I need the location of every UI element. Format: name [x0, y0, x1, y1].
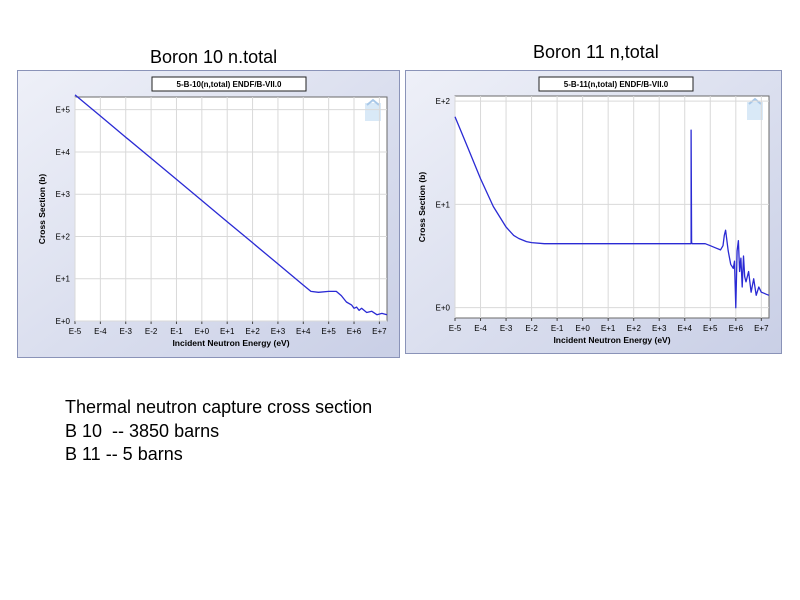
- x-tick-label: E-1: [170, 327, 183, 336]
- y-axis-label: Cross Section (b): [37, 174, 47, 245]
- y-tick-label: E+4: [56, 148, 71, 157]
- boron11-chart-panel: E-5 E-4 E-3 E-2 E-1 E+0 E+1 E+2 E+3 E+4 E+5 E+6 E+7 E…: [405, 70, 782, 354]
- plot-area: [74, 96, 388, 322]
- cross-section-series-line: [74, 94, 388, 316]
- chart-title: 5-B-11(n,total) ENDF/B-VII.0: [564, 80, 669, 89]
- x-tick-label: E+6: [347, 327, 362, 336]
- boron10-heading: Boron 10 n.total: [150, 47, 278, 67]
- x-tick-label: E-5: [69, 327, 82, 336]
- watermark-icon: [365, 103, 381, 121]
- y-tick-label: E+2: [436, 97, 451, 106]
- y-tick-label: E+3: [56, 190, 71, 199]
- x-tick-label: E+1: [601, 324, 616, 333]
- x-tick-label: E-3: [500, 324, 513, 333]
- x-tick-label: E-5: [449, 324, 462, 333]
- watermark-arrow-icon: [366, 98, 380, 106]
- cross-section-series-line: [454, 116, 770, 309]
- y-tick-label: E+1: [436, 200, 451, 209]
- y-axis-label: Cross Section (b): [417, 172, 427, 243]
- x-tick-label: E+7: [754, 324, 769, 333]
- x-tick-label: E-2: [145, 327, 158, 336]
- y-tick-label: E+2: [56, 232, 71, 241]
- chart-title-box: [151, 76, 307, 92]
- x-axis-label: Incident Neutron Energy (eV): [172, 338, 289, 348]
- x-axis-label: Incident Neutron Energy (eV): [553, 335, 670, 345]
- note-line: B 10 -- 3850 barns: [65, 420, 220, 441]
- boron11-heading: Boron 11 n,total: [533, 42, 659, 62]
- watermark-icon: [747, 102, 763, 120]
- boron10-chart: E-5 E-4 E-3 E-2 E-1 E+0 E+1 E+2 E+3 E+4 E+5 E+6 E+7 E…: [18, 71, 399, 357]
- x-tick-label: E+5: [321, 327, 336, 336]
- chart-title: 5-B-10(n,total) ENDF/B-VII.0: [177, 80, 282, 89]
- x-tick-label: E+6: [729, 324, 744, 333]
- x-tick-label: E-3: [120, 327, 133, 336]
- boron10-chart-panel: E-5 E-4 E-3 E-2 E-1 E+0 E+1 E+2 E+3 E+4 E+5 E+6 E+7 E…: [17, 70, 400, 358]
- plot-area: [454, 95, 770, 319]
- x-tick-label: E+3: [271, 327, 286, 336]
- y-tick-label: E+0: [56, 317, 71, 326]
- x-tick-label: E+1: [220, 327, 235, 336]
- note-line: Thermal neutron capture cross section: [65, 397, 373, 417]
- y-tick-label: E+0: [436, 304, 451, 313]
- y-tick-label: E+1: [56, 275, 71, 284]
- x-tick-label: E-2: [525, 324, 538, 333]
- x-tick-label: E+7: [372, 327, 387, 336]
- x-tick-label: E+4: [296, 327, 311, 336]
- x-tick-label: E-4: [94, 327, 107, 336]
- x-tick-label: E+4: [678, 324, 693, 333]
- y-tick-label: E+5: [56, 106, 71, 115]
- boron11-chart: E-5 E-4 E-3 E-2 E-1 E+0 E+1 E+2 E+3 E+4 E+5 E+6 E+7 E…: [406, 71, 781, 353]
- x-tick-label: E-1: [551, 324, 564, 333]
- watermark-arrow-icon: [748, 97, 762, 105]
- notes-block: Thermal neutron capture cross section B …: [65, 396, 372, 467]
- chart-title-box: [538, 76, 694, 92]
- x-tick-label: E+2: [245, 327, 260, 336]
- x-tick-label: E+5: [703, 324, 718, 333]
- x-tick-label: E+0: [575, 324, 590, 333]
- x-tick-label: E-4: [474, 324, 487, 333]
- note-line: B 11 -- 5 barns: [65, 444, 183, 464]
- x-tick-label: E+3: [652, 324, 667, 333]
- x-tick-label: E+2: [626, 324, 641, 333]
- x-tick-label: E+0: [195, 327, 210, 336]
